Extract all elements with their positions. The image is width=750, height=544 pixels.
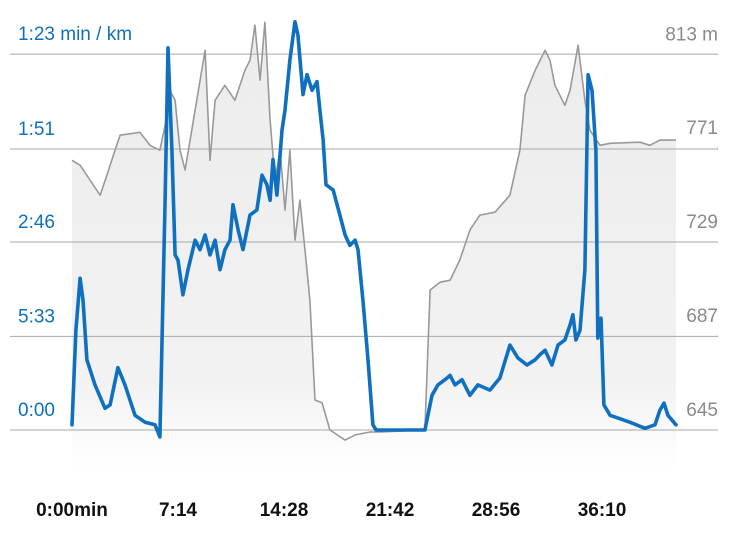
y-tick-label: 0:00: [18, 400, 55, 421]
y-tick-label: 2:46: [18, 212, 55, 233]
x-tick-label: 14:28: [260, 500, 309, 521]
y2-tick-label: 729: [686, 212, 718, 233]
label-layer: 0:00 5:33 2:46 1:51 1:23 min / km 645 687 729 77…: [18, 24, 718, 521]
area-layer: [72, 22, 676, 471]
y-tick-label: 1:51: [18, 119, 55, 140]
y2-tick-label: 771: [686, 118, 718, 139]
line-layer: [70, 20, 678, 441]
x-tick-label: 36:10: [578, 500, 627, 521]
y-tick-label: 5:33: [18, 306, 55, 327]
y2-tick-label: 687: [686, 306, 718, 327]
y-tick-label: 1:23 min / km: [18, 24, 132, 45]
y2-tick-label: 645: [686, 400, 718, 421]
pace-line: [70, 20, 678, 439]
x-tick-label: 0:00min: [36, 500, 108, 521]
elevation-area: [72, 22, 676, 471]
x-tick-label: 21:42: [366, 500, 415, 521]
x-tick-label: 28:56: [472, 500, 521, 521]
x-tick-label: 7:14: [159, 500, 197, 521]
y2-tick-label: 813 m: [665, 24, 718, 45]
